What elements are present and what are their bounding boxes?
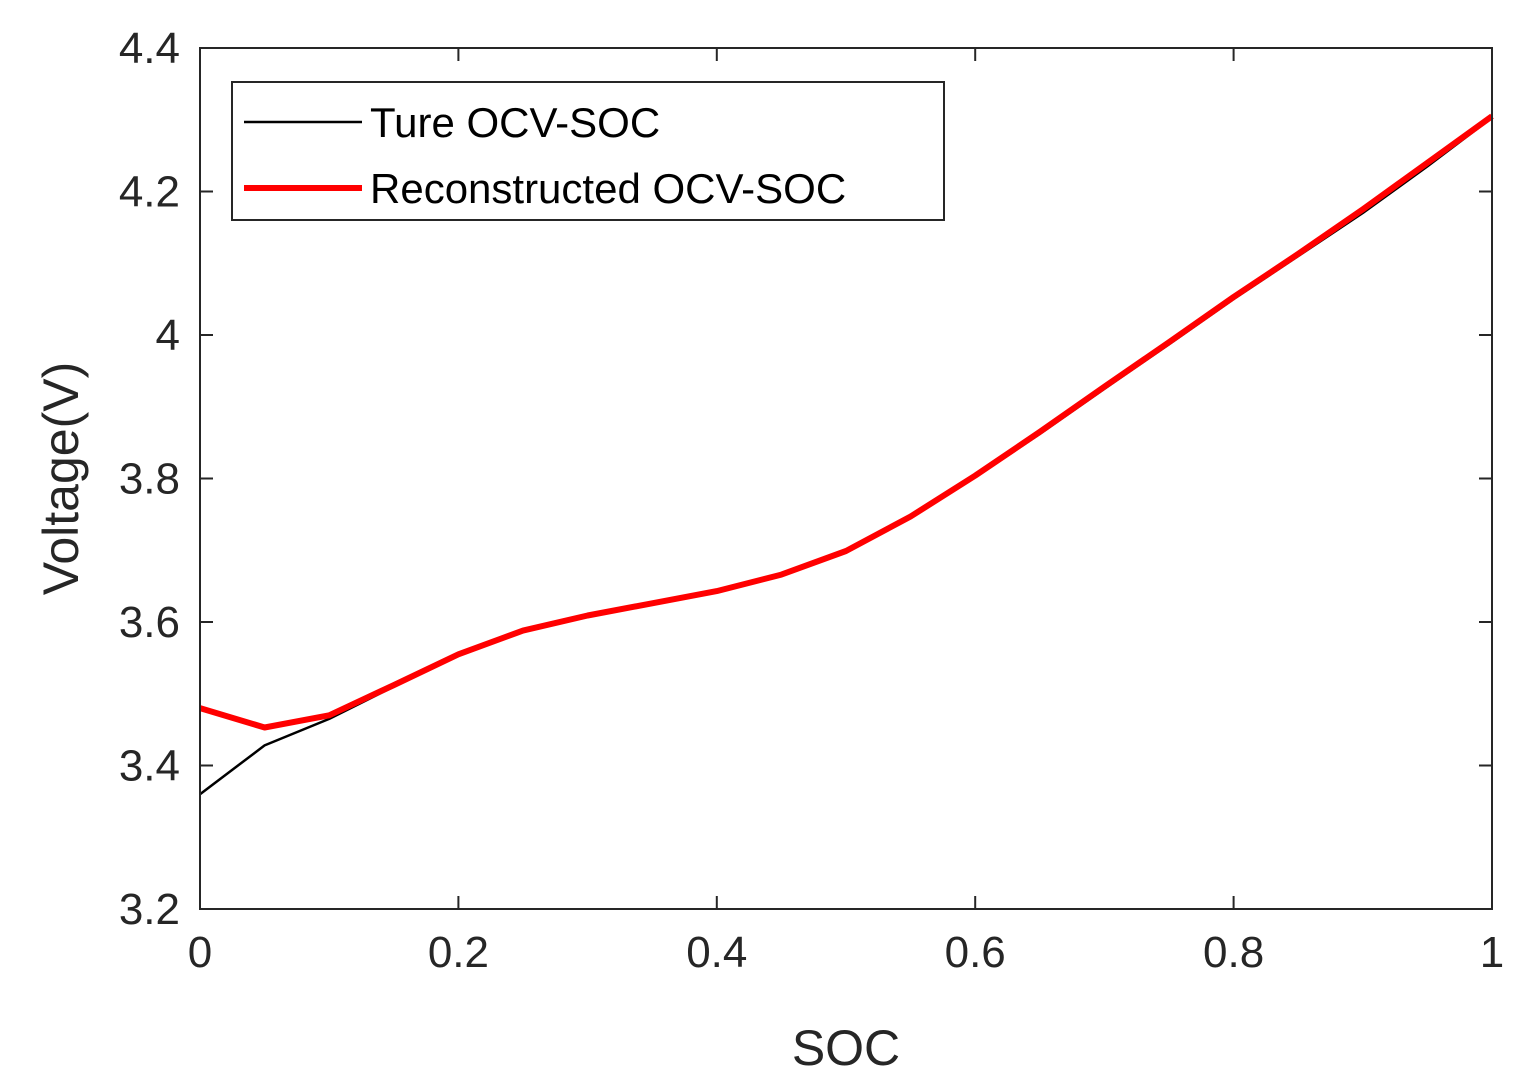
x-tick-label: 0	[188, 928, 212, 977]
x-tick-label: 0.8	[1203, 928, 1264, 977]
legend: Ture OCV-SOC Reconstructed OCV-SOC	[231, 81, 945, 221]
plot-layer	[199, 113, 1494, 796]
x-tick-label: 0.4	[686, 928, 747, 977]
y-axis-label: Voltage(V)	[33, 362, 89, 595]
y-tick-label: 3.8	[119, 455, 180, 504]
x-axis-label: SOC	[792, 1020, 900, 1076]
x-tick-label: 1	[1480, 928, 1504, 977]
y-tick-label: 3.4	[119, 742, 180, 791]
y-tick-label: 4	[156, 311, 180, 360]
axis-layer: 0 0.2 0.4 0.6 0.8 1 3.2 3.4 3.6 3.8 4 4.2 4.4 SOC Volt…	[33, 24, 1504, 1076]
series-line-reconstructed-ocv-soc	[199, 113, 1494, 731]
legend-entry-label: Reconstructed OCV-SOC	[370, 165, 846, 212]
legend-box	[231, 81, 945, 221]
y-tick-label: 4.4	[119, 24, 180, 73]
y-tick-label: 3.6	[119, 598, 180, 647]
x-tick-label: 0.6	[945, 928, 1006, 977]
y-tick-label: 4.2	[119, 168, 180, 217]
legend-entry-label: Ture OCV-SOC	[370, 99, 660, 146]
x-tick-label: 0.2	[428, 928, 489, 977]
y-tick-label: 3.2	[119, 885, 180, 934]
